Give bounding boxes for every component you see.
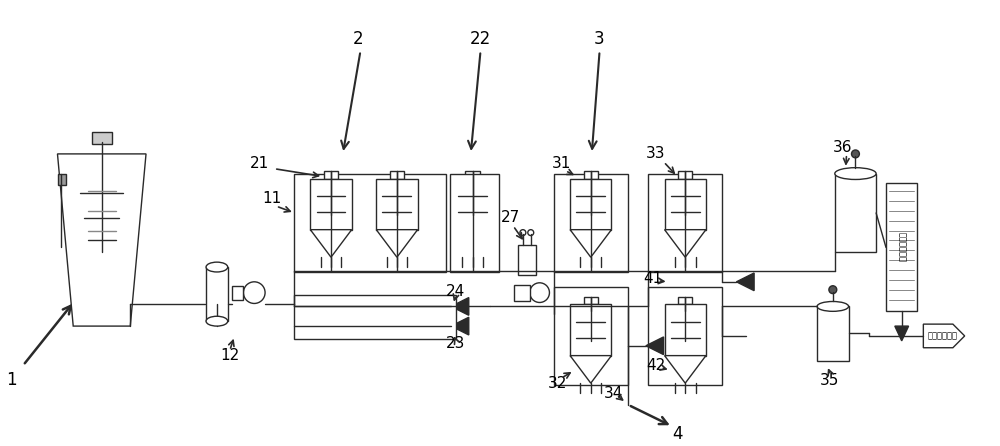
Text: 27: 27: [500, 211, 520, 225]
Bar: [452, 178, 493, 230]
Circle shape: [528, 230, 534, 235]
Text: 42: 42: [646, 358, 665, 373]
Bar: [554, 173, 628, 272]
Text: 11: 11: [262, 191, 282, 206]
Bar: [390, 171, 404, 178]
Text: 4: 4: [672, 425, 683, 443]
Text: 2: 2: [352, 30, 363, 48]
Text: 树脂再生使用: 树脂再生使用: [897, 232, 906, 262]
Bar: [294, 295, 456, 339]
Bar: [817, 306, 849, 360]
Bar: [450, 173, 499, 272]
Bar: [206, 267, 228, 321]
Text: 34: 34: [604, 385, 623, 401]
Bar: [570, 178, 611, 230]
Ellipse shape: [835, 168, 876, 179]
Bar: [376, 178, 418, 230]
Bar: [310, 178, 352, 230]
Polygon shape: [570, 230, 611, 257]
Text: 36: 36: [833, 140, 852, 154]
Circle shape: [520, 230, 526, 235]
Bar: [678, 171, 692, 178]
Text: 24: 24: [446, 284, 466, 299]
Circle shape: [530, 283, 549, 302]
Bar: [92, 132, 112, 144]
Ellipse shape: [206, 262, 228, 272]
Bar: [514, 285, 530, 301]
Bar: [570, 305, 611, 355]
Polygon shape: [895, 326, 909, 341]
Polygon shape: [452, 230, 493, 257]
Bar: [835, 173, 876, 252]
Bar: [648, 173, 722, 272]
Bar: [324, 171, 338, 178]
Bar: [584, 297, 598, 305]
Bar: [518, 245, 536, 275]
Text: 35: 35: [820, 373, 840, 388]
Polygon shape: [646, 337, 664, 355]
Text: 生产线水回用: 生产线水回用: [928, 331, 958, 340]
Ellipse shape: [206, 316, 228, 326]
Bar: [678, 297, 692, 305]
Bar: [665, 178, 706, 230]
Bar: [465, 171, 480, 178]
Bar: [294, 173, 446, 272]
Text: 22: 22: [470, 30, 491, 48]
Polygon shape: [736, 273, 754, 291]
Text: 33: 33: [646, 146, 665, 161]
Bar: [584, 171, 598, 178]
Text: 41: 41: [643, 271, 662, 286]
Circle shape: [829, 286, 837, 293]
Polygon shape: [665, 355, 706, 383]
Text: 1: 1: [6, 371, 17, 389]
Text: 32: 32: [548, 376, 567, 391]
Bar: [58, 173, 66, 186]
Text: 21: 21: [250, 156, 269, 171]
Bar: [648, 287, 722, 385]
Bar: [554, 287, 628, 385]
Circle shape: [243, 282, 265, 303]
Polygon shape: [665, 230, 706, 257]
Text: 31: 31: [552, 156, 571, 171]
Text: 3: 3: [593, 30, 604, 48]
Polygon shape: [451, 297, 469, 315]
Bar: [232, 286, 243, 300]
Bar: [886, 183, 917, 311]
Text: 12: 12: [220, 348, 239, 363]
Ellipse shape: [817, 301, 849, 311]
Polygon shape: [310, 230, 352, 257]
Circle shape: [852, 150, 859, 158]
Text: 23: 23: [446, 336, 466, 351]
Polygon shape: [57, 154, 146, 326]
Bar: [665, 305, 706, 355]
Polygon shape: [570, 355, 611, 383]
Polygon shape: [376, 230, 418, 257]
Polygon shape: [451, 317, 469, 335]
